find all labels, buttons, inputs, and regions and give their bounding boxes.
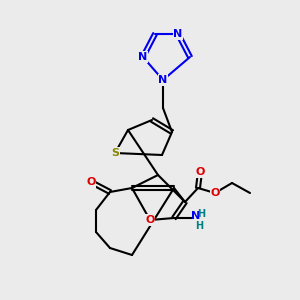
Text: O: O	[195, 167, 205, 177]
Text: H: H	[195, 221, 203, 231]
Text: N: N	[138, 52, 148, 62]
Text: O: O	[210, 188, 220, 198]
Text: H: H	[197, 209, 205, 219]
Text: S: S	[111, 148, 119, 158]
Text: O: O	[86, 177, 96, 187]
Text: N: N	[158, 75, 168, 85]
Text: O: O	[145, 215, 155, 225]
Text: N: N	[191, 211, 201, 221]
Text: N: N	[173, 29, 183, 39]
